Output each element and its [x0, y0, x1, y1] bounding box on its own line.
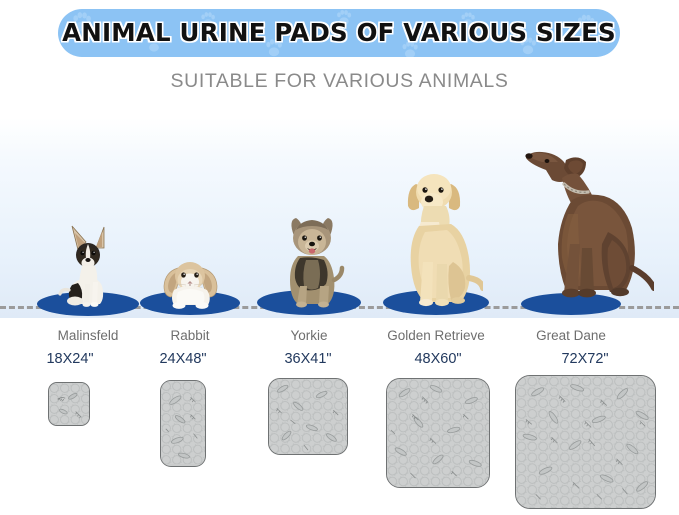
- pad-swatch: [160, 380, 206, 467]
- animal-name-label: Great Dane: [536, 328, 606, 343]
- animal-name-label: Malinsfeld: [57, 328, 119, 343]
- pad-texture: [161, 381, 205, 465]
- pad-texture: [516, 376, 655, 508]
- great-dane-icon: [516, 140, 654, 310]
- pad-size-label: 18X24": [46, 351, 94, 367]
- animal-name-label: Rabbit: [170, 328, 210, 343]
- pad-texture: [49, 383, 89, 425]
- header-banner: ANIMAL URINE PADS OF VARIOUS SIZES: [58, 9, 620, 57]
- page-subtitle: SUITABLE FOR VARIOUS ANIMALS: [170, 70, 509, 92]
- pad-size-label: 72X72": [561, 351, 609, 367]
- pad-size-label: 24X48": [159, 351, 207, 367]
- paw-print-pattern: [73, 9, 595, 57]
- small-dog-icon: [52, 224, 124, 308]
- page-title: ANIMAL URINE PADS OF VARIOUS SIZES: [62, 18, 616, 47]
- yorkie-icon: [276, 214, 348, 310]
- pad-size-label: 48X60": [414, 351, 462, 367]
- pad-texture: [387, 379, 489, 487]
- pad-size-label: 36X41": [284, 351, 332, 367]
- animal-name-label: Yorkie: [290, 328, 328, 343]
- golden-retriever-icon: [391, 166, 483, 310]
- pad-swatch: [48, 382, 90, 426]
- pad-texture: [269, 379, 347, 454]
- pad-swatch: [268, 378, 348, 455]
- pad-swatch: [515, 375, 656, 509]
- pad-swatch: [386, 378, 490, 488]
- platform-ellipse: [521, 293, 621, 315]
- rabbit-icon: [158, 256, 224, 310]
- animal-name-label: Golden Retrieve: [387, 328, 485, 343]
